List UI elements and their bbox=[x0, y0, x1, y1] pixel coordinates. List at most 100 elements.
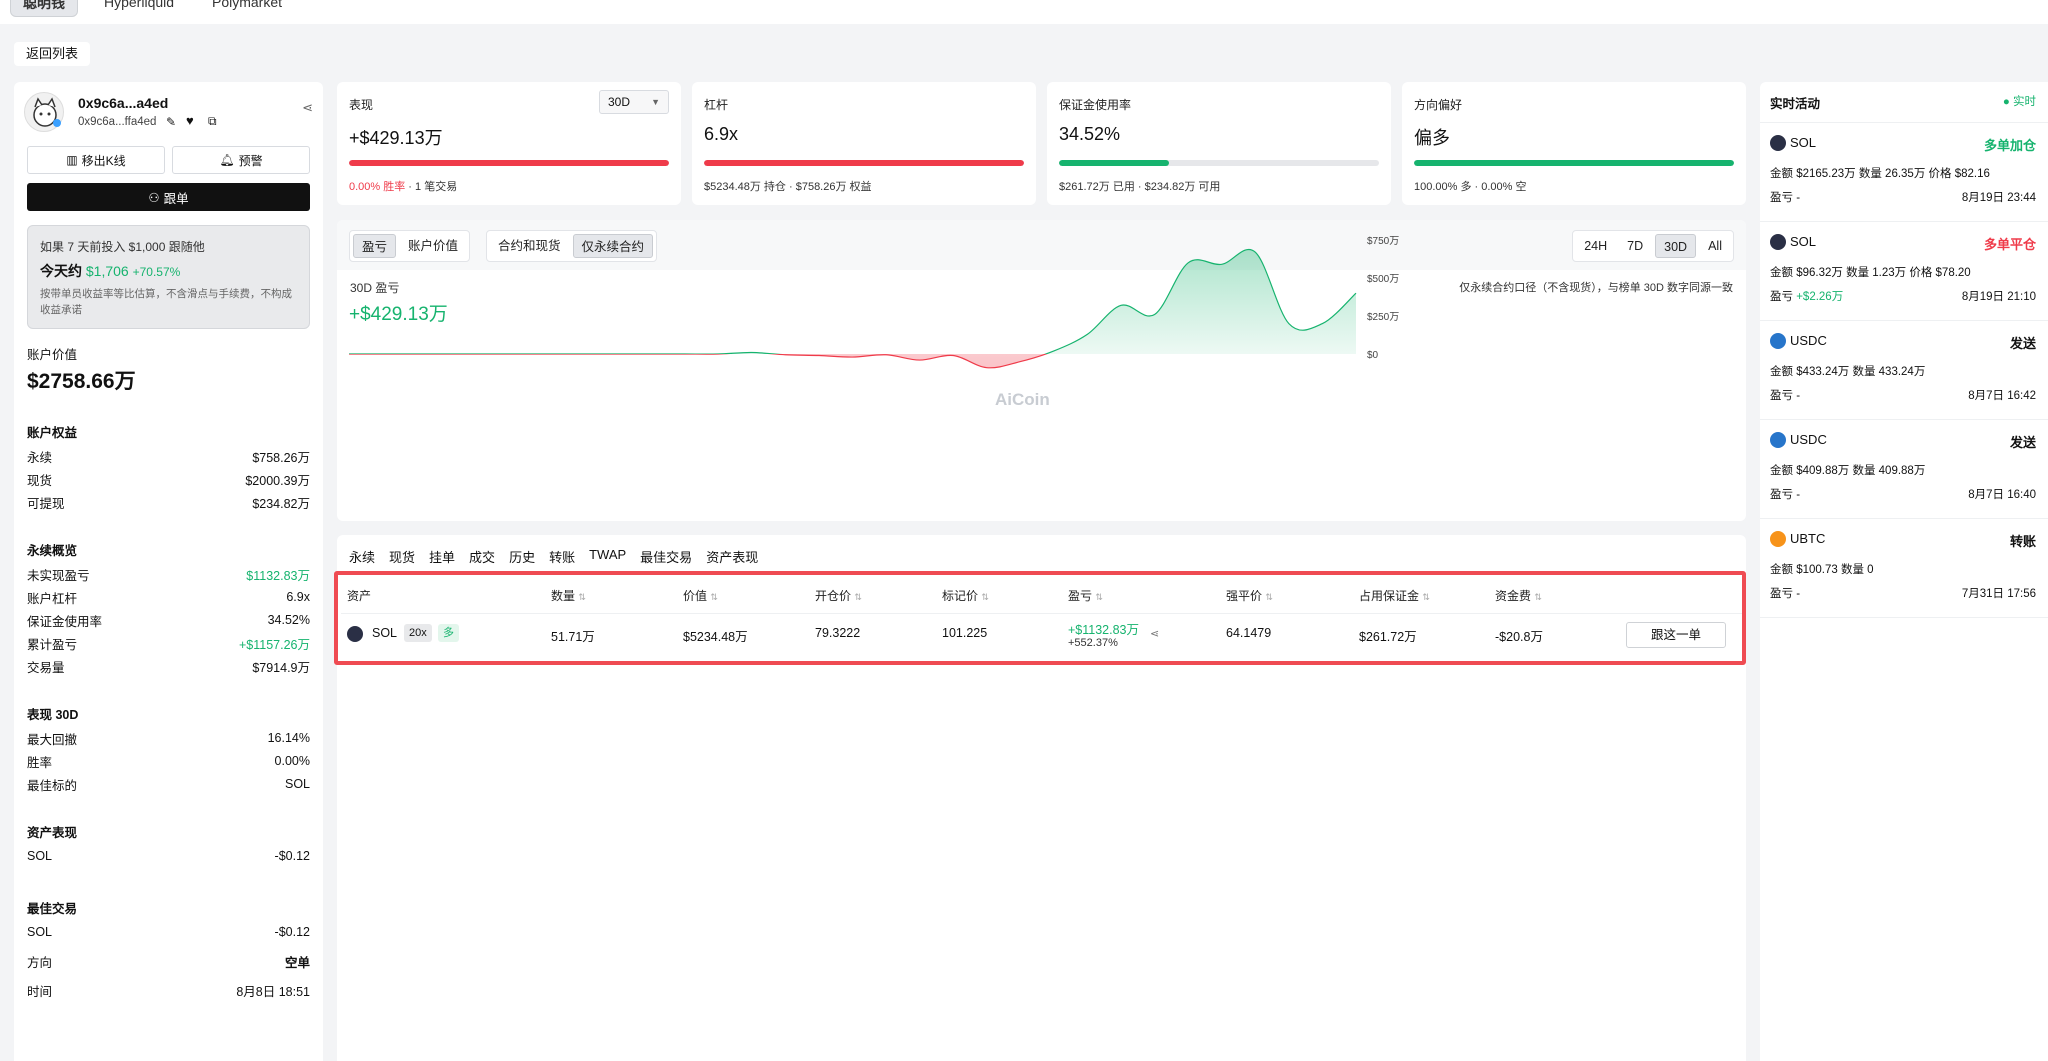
positions-panel: 永续 现货 挂单 成交 历史 转账 TWAP 最佳交易 资产表现 bbox=[334, 535, 1746, 1061]
toggle-pnl[interactable]: 盈亏 bbox=[353, 234, 397, 258]
col-liq[interactable]: 强平价 ⇅ bbox=[1226, 589, 1273, 603]
aicoin-watermark: AiCoin bbox=[995, 390, 1050, 409]
activity-details: 金额 $409.88万 数量 409.88万 bbox=[1770, 465, 1926, 477]
tab-perp[interactable]: 永续 bbox=[349, 547, 376, 574]
activity-details: 金额 $100.73 数量 0 bbox=[1770, 564, 1874, 576]
toggle-account-value[interactable]: 账户价值 bbox=[408, 239, 459, 253]
equity-row-perp: 永续 $758.26万 bbox=[27, 450, 310, 465]
period-select[interactable]: 30D ▼ bbox=[599, 90, 669, 114]
range-7d[interactable]: 7D bbox=[1627, 239, 1644, 253]
activity-action: 转账 bbox=[2009, 534, 2036, 549]
toggle-contract-spot[interactable]: 合约和现货 bbox=[498, 239, 561, 253]
account-value-label: 账户价值 bbox=[27, 348, 78, 362]
range-all[interactable]: All bbox=[1708, 239, 1722, 253]
y-tick-label: $750万 bbox=[1367, 236, 1399, 247]
activity-coin: SOL bbox=[1790, 234, 1817, 249]
chart-label: 30D 盈亏 bbox=[350, 281, 400, 295]
nav-tab-smart-money[interactable]: 聪明钱 bbox=[10, 0, 78, 17]
follow-button[interactable]: ⚇ 跟单 bbox=[27, 183, 310, 211]
activity-action: 发送 bbox=[2009, 336, 2036, 351]
copy-icon[interactable]: ⧉ bbox=[208, 114, 217, 128]
heart-icon[interactable]: ♥ bbox=[186, 113, 194, 128]
range-toggle: 24H 7D 30D All bbox=[1572, 230, 1734, 262]
tab-orders[interactable]: 挂单 bbox=[429, 550, 456, 565]
activity-title: 实时活动 bbox=[1770, 97, 1821, 111]
tab-twap[interactable]: TWAP bbox=[589, 547, 627, 562]
activity-pnl: 盈亏 - bbox=[1770, 192, 1801, 204]
range-24h[interactable]: 24H bbox=[1584, 239, 1608, 253]
chart-note: 仅永续合约口径（不含现货），与榜单 30D 数字同源一致 bbox=[1459, 282, 1733, 294]
share-icon[interactable]: ⋖ bbox=[302, 100, 313, 115]
promo-today-label: 今天约 bbox=[40, 263, 82, 279]
range-30d[interactable]: 30D bbox=[1655, 234, 1697, 258]
metric-card-direction: 方向偏好 偏多 100.00% 多 · 0.00% 空 bbox=[1402, 82, 1746, 205]
metric-card-leverage: 杠杆 6.9x $5234.48万 持仓 · $758.26万 权益 bbox=[692, 82, 1036, 205]
activity-action: 多单平仓 bbox=[1983, 237, 2036, 252]
top-nav: 聪明钱 Hyperliquid Polymarket bbox=[0, 0, 2048, 24]
activity-details: 金额 $2165.23万 数量 26.35万 价格 $82.16 bbox=[1770, 168, 1990, 180]
col-value[interactable]: 价值 ⇅ bbox=[683, 589, 718, 603]
col-entry[interactable]: 开仓价 ⇅ bbox=[815, 589, 862, 603]
perf-row-winrate: 胜率 0.00% bbox=[27, 754, 310, 770]
activity-pnl: 盈亏 - bbox=[1770, 489, 1801, 501]
metric-dir-bar bbox=[1414, 160, 1734, 166]
metric-perf-bar-fill bbox=[349, 160, 669, 166]
metric-margin-sub: $261.72万 已用 · $234.82万 可用 bbox=[1059, 181, 1221, 193]
chevron-down-icon: ▼ bbox=[651, 97, 660, 107]
trader-profile-panel: 0x9c6a...a4ed 0x9c6a...ffa4ed ✎ ♥ ⧉ ⋖ ▥ 移… bbox=[14, 82, 323, 1061]
share-icon[interactable]: ⋖ bbox=[1150, 628, 1160, 640]
nav-tab-polymarket[interactable]: Polymarket bbox=[212, 0, 283, 10]
col-margin[interactable]: 占用保证金 ⇅ bbox=[1359, 589, 1430, 603]
row-value: $5234.48万 bbox=[683, 630, 748, 644]
metric-lev-title: 杠杆 bbox=[704, 98, 729, 112]
activity-item[interactable]: SOL 多单加仓金额 $2165.23万 数量 26.35万 价格 $82.16 盈… bbox=[1760, 123, 2048, 222]
copy-trade-button[interactable]: 跟这一单 bbox=[1626, 622, 1726, 648]
activity-coin: SOL bbox=[1790, 135, 1817, 150]
activity-item[interactable]: UBTC 转账 金额 $100.73 数量 0 盈亏 - 7月31日 17:56 bbox=[1760, 519, 2048, 618]
activity-coin: UBTC bbox=[1790, 531, 1826, 546]
promo-note: 按带单员收益率等比估算，不含滑点与手续费，不构成收益承诺 bbox=[40, 288, 292, 316]
coin-icon bbox=[1770, 333, 1786, 349]
perp-row-upnl: 未实现盈亏 $1132.83万 bbox=[27, 568, 310, 583]
activity-action: 多单加仓 bbox=[1983, 138, 2036, 153]
col-qty[interactable]: 数量 ⇅ bbox=[551, 589, 586, 603]
tab-best-trades[interactable]: 最佳交易 bbox=[640, 550, 693, 565]
row-leverage-badge: 20x bbox=[404, 624, 432, 642]
col-mark[interactable]: 标记价 ⇅ bbox=[942, 589, 989, 603]
metric-perf-sub: 0.00% 胜率 · 1 笔交易 bbox=[349, 178, 457, 194]
remove-kline-button[interactable]: ▥ 移出K线 bbox=[27, 146, 165, 174]
equity-row-spot: 现货 $2000.39万 bbox=[27, 473, 310, 488]
promo-today: 今天约 $1,706 +70.57% bbox=[40, 261, 180, 281]
activity-item[interactable]: USDC 发送 金额 $433.24万 数量 433.24万 盈亏 - 8月7日 16:… bbox=[1760, 321, 2048, 420]
asset-perf-title: 资产表现 bbox=[27, 826, 78, 840]
tab-transfers[interactable]: 转账 bbox=[549, 550, 576, 565]
perf-row-drawdown: 最大回撤 16.14% bbox=[27, 731, 310, 747]
tab-spot[interactable]: 现货 bbox=[389, 550, 416, 565]
edit-icon[interactable]: ✎ bbox=[166, 115, 177, 129]
best-row-direction: 方向 空单 bbox=[27, 955, 310, 970]
y-tick-label: $0 bbox=[1367, 350, 1379, 361]
perf-row-best-asset: 最佳标的 SOL bbox=[27, 777, 310, 793]
perp-row-margin: 保证金使用率 34.52% bbox=[27, 613, 310, 629]
col-pnl[interactable]: 盈亏 ⇅ bbox=[1068, 589, 1103, 603]
tab-fills[interactable]: 成交 bbox=[469, 550, 496, 565]
toggle-perp-only[interactable]: 仅永续合约 bbox=[572, 234, 654, 258]
tab-history[interactable]: 历史 bbox=[509, 550, 536, 565]
alert-label: 预警 bbox=[238, 153, 263, 168]
col-funding[interactable]: 资金费 ⇅ bbox=[1495, 589, 1542, 603]
back-to-list-button[interactable]: 返回列表 bbox=[14, 42, 91, 66]
activity-item[interactable]: SOL 多单平仓 金额 $96.32万 数量 1.23万 价格 $78.20 盈亏 +… bbox=[1760, 222, 2048, 321]
pnl-line-positive bbox=[349, 249, 1357, 354]
activity-pnl: 盈亏 - bbox=[1770, 390, 1801, 402]
alert-button[interactable]: 🔔︎ 预警 bbox=[172, 146, 310, 174]
activity-item[interactable]: USDC 发送 金额 $409.88万 数量 409.88万 盈亏 - 8月7日 16:… bbox=[1760, 420, 2048, 519]
avatar bbox=[24, 92, 64, 132]
perp-row-total-pnl: 累计盈亏 +$1157.26万 bbox=[27, 637, 310, 652]
metric-lev-bar-fill bbox=[704, 160, 1024, 166]
tab-asset-perf[interactable]: 资产表现 bbox=[706, 550, 759, 565]
positions-table-highlight bbox=[334, 571, 1746, 665]
activity-time: 8月7日 16:42 bbox=[1968, 390, 2036, 402]
metric-lev-bar bbox=[704, 160, 1024, 166]
remove-kline-label: 移出K线 bbox=[81, 153, 126, 168]
nav-tab-hyperliquid[interactable]: Hyperliquid bbox=[104, 0, 175, 10]
